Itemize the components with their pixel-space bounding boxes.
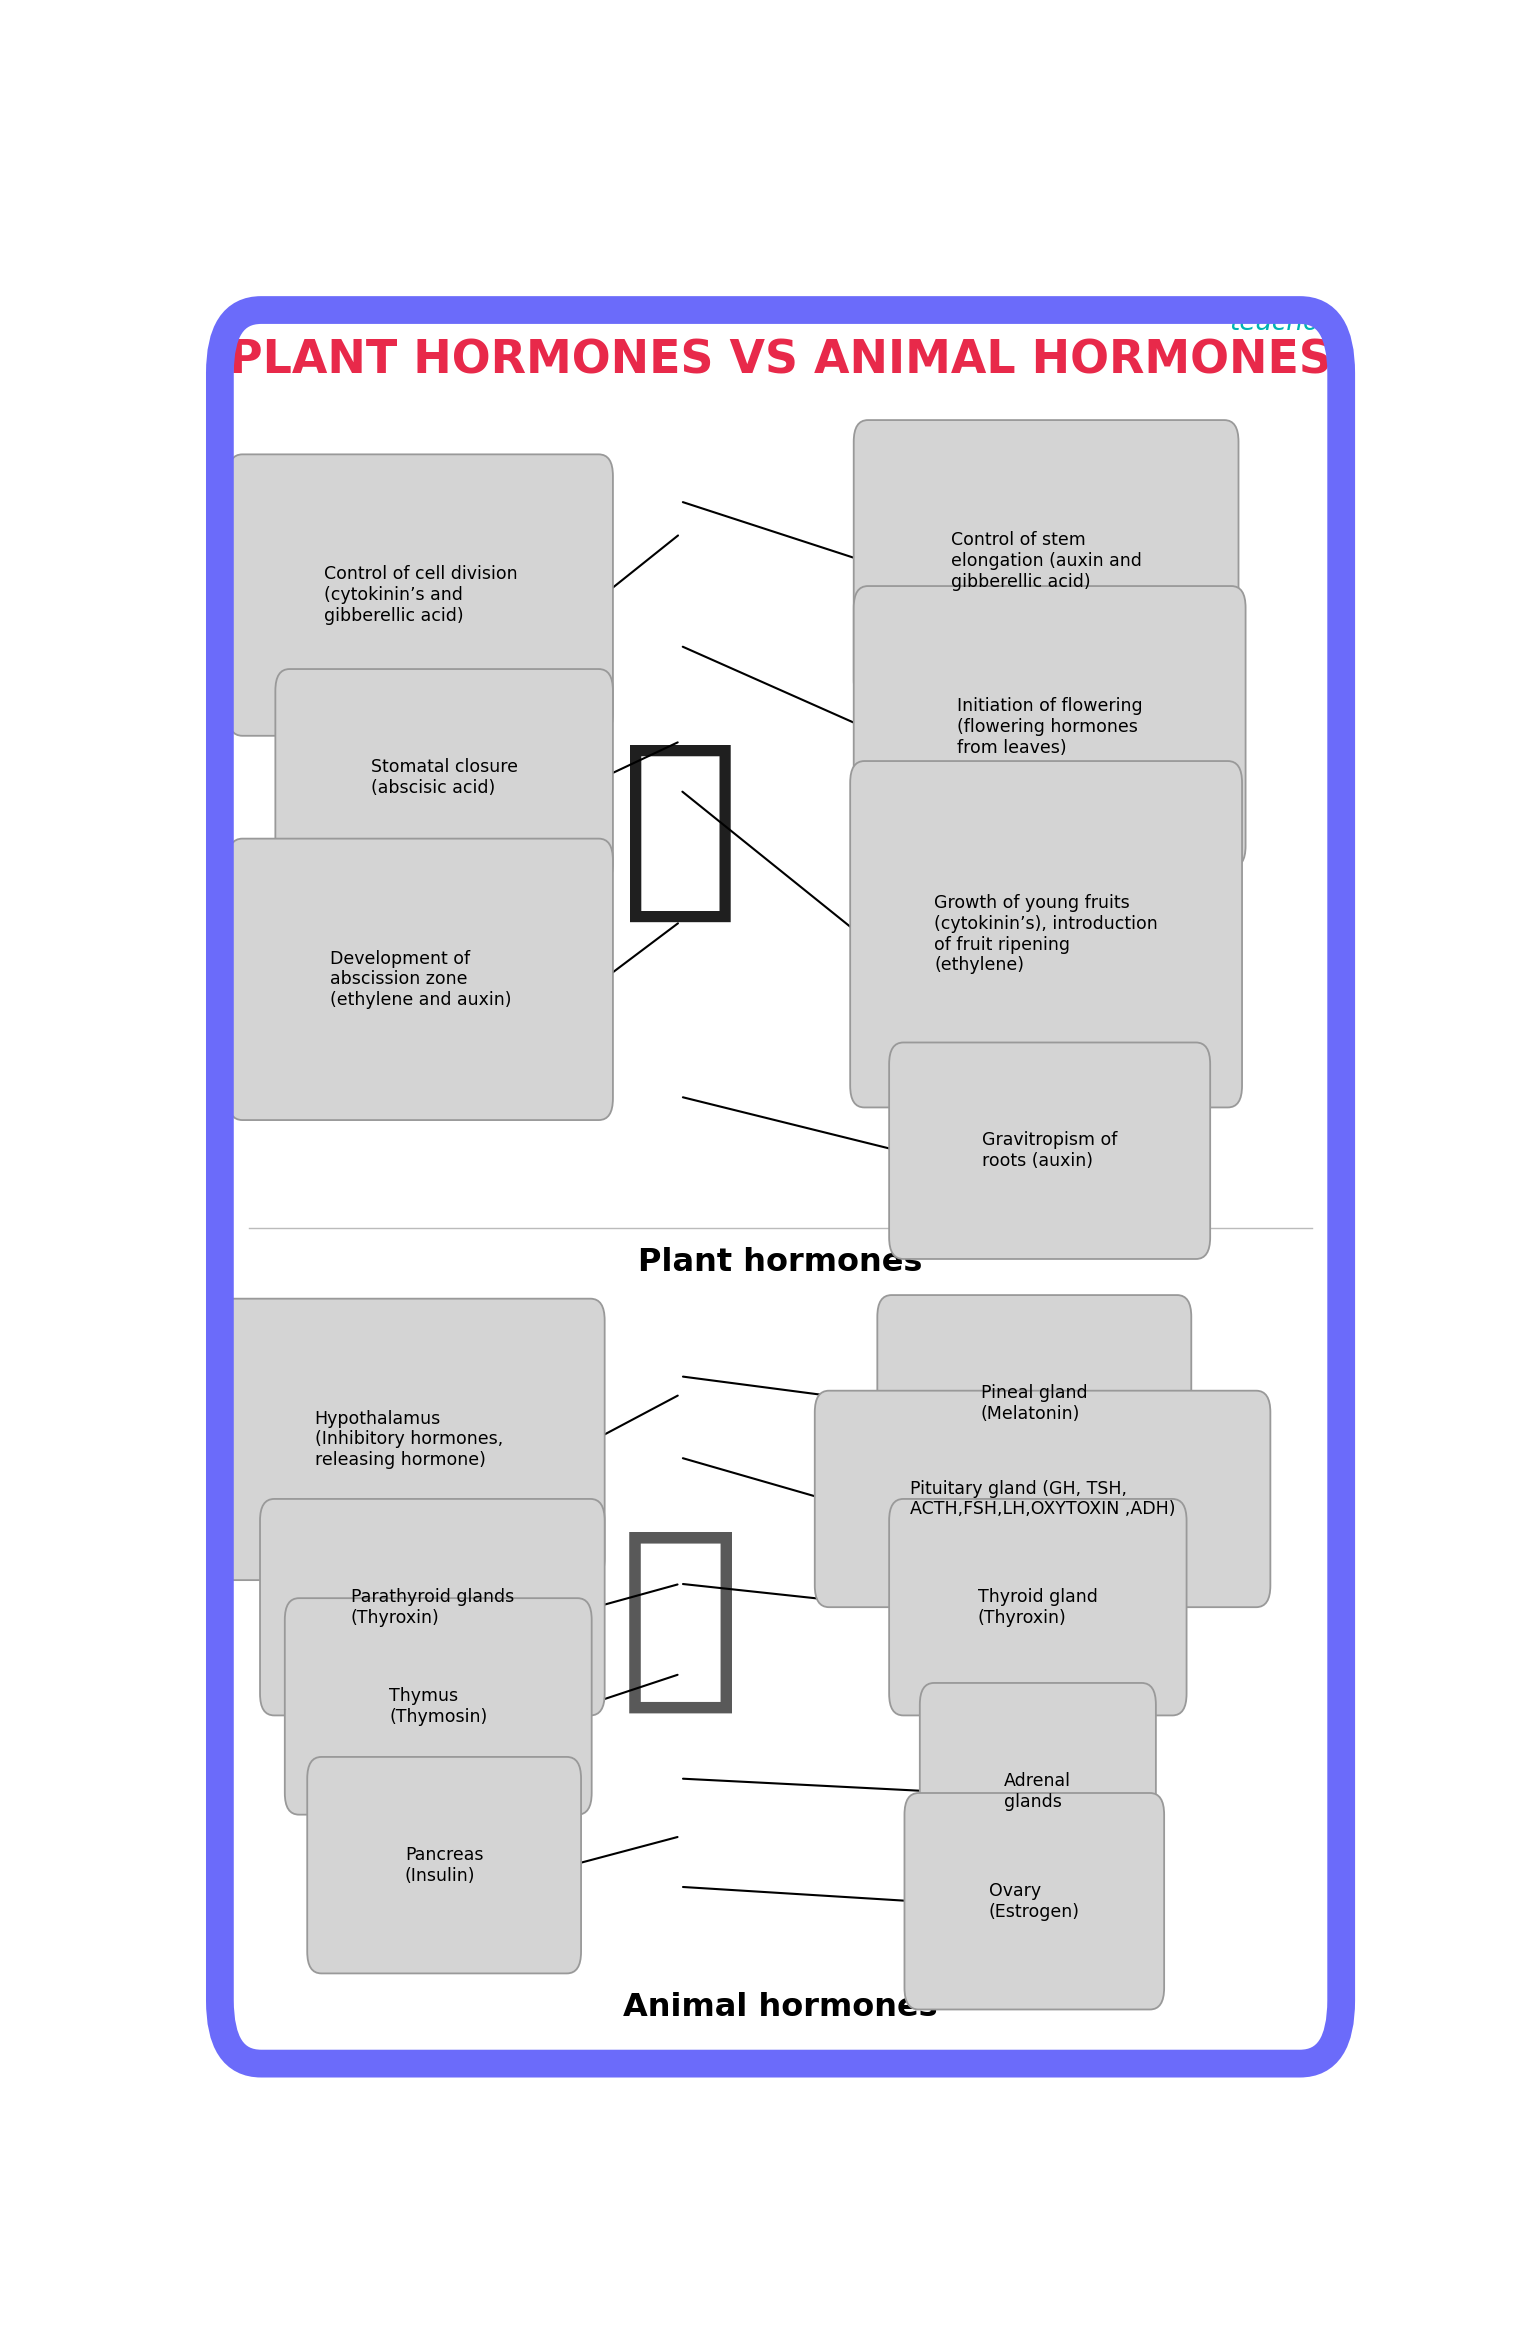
Text: Pineal gland
(Melatonin): Pineal gland (Melatonin): [981, 1385, 1087, 1422]
FancyBboxPatch shape: [889, 1500, 1186, 1715]
Text: Development of
abscission zone
(ethylene and auxin): Development of abscission zone (ethylene…: [330, 949, 512, 1010]
FancyBboxPatch shape: [905, 1792, 1164, 2010]
Text: Animal hormones: Animal hormones: [623, 1992, 938, 2024]
Text: Pancreas
(Insulin): Pancreas (Insulin): [405, 1846, 483, 1884]
Text: PLANT HORMONES VS ANIMAL HORMONES: PLANT HORMONES VS ANIMAL HORMONES: [228, 337, 1333, 382]
Text: Stomatal closure
(abscisic acid): Stomatal closure (abscisic acid): [370, 757, 518, 797]
FancyBboxPatch shape: [213, 1298, 605, 1579]
Text: teachoo: teachoo: [1229, 309, 1336, 335]
Text: Parathyroid glands
(Thyroxin): Parathyroid glands (Thyroxin): [350, 1589, 513, 1626]
Text: Thyroid gland
(Thyroxin): Thyroid gland (Thyroxin): [978, 1589, 1098, 1626]
Text: Control of cell division
(cytokinin’s and
gibberellic acid): Control of cell division (cytokinin’s an…: [324, 565, 518, 626]
FancyBboxPatch shape: [228, 839, 612, 1120]
FancyBboxPatch shape: [920, 1682, 1156, 1900]
FancyBboxPatch shape: [877, 1296, 1191, 1511]
FancyBboxPatch shape: [276, 670, 612, 886]
Text: Gravitropism of
roots (auxin): Gravitropism of roots (auxin): [982, 1132, 1118, 1169]
Text: Pituitary gland (GH, TSH,
ACTH,FSH,LH,OXYTOXIN ,ADH): Pituitary gland (GH, TSH, ACTH,FSH,LH,OX…: [909, 1478, 1176, 1518]
Text: 🧍: 🧍: [618, 1521, 742, 1720]
FancyBboxPatch shape: [228, 455, 612, 736]
FancyBboxPatch shape: [260, 1500, 605, 1715]
FancyBboxPatch shape: [854, 586, 1246, 867]
FancyBboxPatch shape: [308, 1757, 582, 1973]
FancyBboxPatch shape: [854, 419, 1238, 701]
FancyBboxPatch shape: [889, 1043, 1211, 1258]
Text: 🌱: 🌱: [620, 733, 740, 928]
Text: Thymus
(Thymosin): Thymus (Thymosin): [388, 1687, 487, 1727]
FancyBboxPatch shape: [815, 1392, 1270, 1607]
Text: Ovary
(Estrogen): Ovary (Estrogen): [988, 1881, 1080, 1921]
Text: Adrenal
glands: Adrenal glands: [1004, 1771, 1071, 1811]
Text: Initiation of flowering
(flowering hormones
from leaves): Initiation of flowering (flowering hormo…: [956, 696, 1142, 757]
Text: Hypothalamus
(Inhibitory hormones,
releasing hormone): Hypothalamus (Inhibitory hormones, relea…: [315, 1410, 503, 1469]
FancyBboxPatch shape: [285, 1598, 591, 1813]
FancyBboxPatch shape: [850, 761, 1243, 1108]
Text: Control of stem
elongation (auxin and
gibberellic acid): Control of stem elongation (auxin and gi…: [950, 532, 1142, 590]
Text: Growth of young fruits
(cytokinin’s), introduction
of fruit ripening
(ethylene): Growth of young fruits (cytokinin’s), in…: [934, 895, 1157, 975]
Text: Plant hormones: Plant hormones: [638, 1246, 923, 1277]
